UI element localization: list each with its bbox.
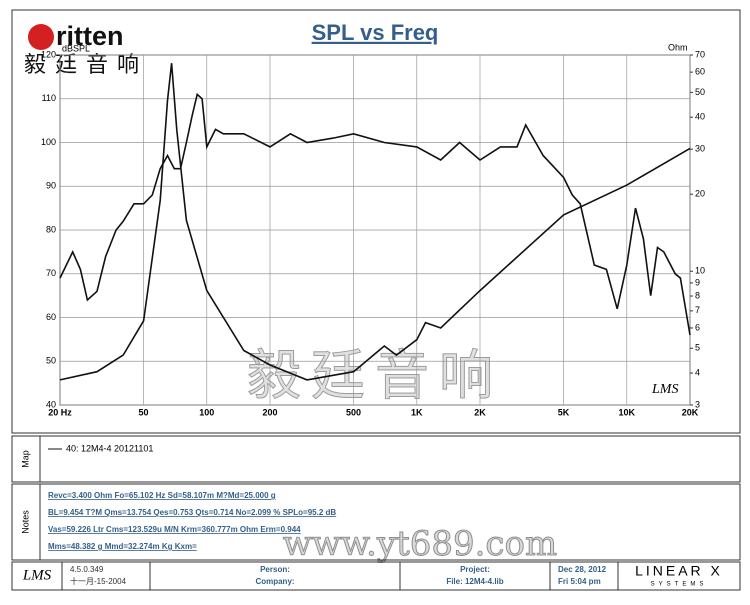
x-tick-label: 100 bbox=[199, 407, 214, 417]
series-line bbox=[59, 92, 691, 336]
brand-sub: SYSTEMS bbox=[651, 582, 708, 588]
y2-tick-label: 50 bbox=[695, 87, 705, 97]
x-tick-label: 2K bbox=[474, 407, 486, 417]
y2-tick-label: 9 bbox=[695, 277, 700, 287]
y2-axis-label: Ohm bbox=[668, 42, 688, 52]
chart-title: SPL vs Freq bbox=[312, 20, 439, 45]
map-frame bbox=[11, 435, 741, 483]
date: Dec 28, 2012 bbox=[558, 565, 607, 574]
y2-tick-label: 30 bbox=[695, 144, 705, 154]
version: 4.5.0.349 bbox=[70, 565, 104, 574]
x-tick-label: 20K bbox=[682, 407, 699, 417]
footer-logo: LMS bbox=[22, 567, 52, 583]
chart-frame bbox=[11, 9, 741, 434]
logo-mark bbox=[28, 24, 54, 50]
person: Person: bbox=[260, 565, 290, 574]
series-line bbox=[59, 63, 691, 381]
y2-tick-label: 8 bbox=[695, 290, 700, 300]
note-line: Revc=3.400 Ohm Fo=65.102 Hz Sd=58.107m M… bbox=[48, 491, 276, 500]
x-tick-label: 5K bbox=[558, 407, 570, 417]
y2-tick-label: 70 bbox=[695, 49, 705, 59]
watermark-cn: 毅廷音响 bbox=[247, 344, 503, 407]
y-tick-label: 50 bbox=[46, 356, 56, 366]
file: File: 12M4-4.lib bbox=[446, 577, 503, 586]
y-tick-label: 70 bbox=[46, 268, 56, 278]
company: Company: bbox=[255, 577, 294, 586]
y-tick-label: 80 bbox=[46, 224, 56, 234]
logo-cn: 毅廷音响 bbox=[24, 53, 148, 78]
brand: LINEAR X bbox=[635, 563, 723, 579]
y2-tick-label: 10 bbox=[695, 266, 705, 276]
build-date: 十一月-15-2004 bbox=[70, 576, 127, 586]
x-tick-label: 10K bbox=[619, 407, 636, 417]
logo: ritten bbox=[56, 21, 124, 51]
x-tick-label: 500 bbox=[346, 407, 361, 417]
map-label: Map bbox=[20, 450, 30, 468]
y-tick-label: 60 bbox=[46, 312, 56, 322]
note-line: Vas=59.226 Ltr Cms=123.529u M/N Krm=360.… bbox=[48, 525, 301, 534]
y2-tick-label: 60 bbox=[695, 67, 705, 77]
x-tick-label: 50 bbox=[139, 407, 149, 417]
legend-entry: 40: 12M4-4 20121101 bbox=[66, 443, 153, 453]
x-tick-label: 200 bbox=[262, 407, 277, 417]
y-tick-label: 40 bbox=[46, 399, 56, 409]
y2-tick-label: 5 bbox=[695, 343, 700, 353]
note-line: BL=9.454 T?M Qms=13.754 Qes=0.753 Qts=0.… bbox=[48, 508, 336, 517]
y2-tick-label: 4 bbox=[695, 367, 700, 377]
y2-tick-label: 7 bbox=[695, 305, 700, 315]
watermark-url: www.yt689.com bbox=[283, 524, 557, 564]
y-tick-label: 100 bbox=[41, 137, 56, 147]
notes: Revc=3.400 Ohm Fo=65.102 Hz Sd=58.107m M… bbox=[48, 491, 336, 551]
footer-frame bbox=[11, 561, 741, 591]
project: Project: bbox=[460, 565, 490, 574]
y2-tick-label: 40 bbox=[695, 112, 705, 122]
time: Fri 5:04 pm bbox=[558, 577, 601, 586]
y-axis-label: dBSPL bbox=[62, 43, 90, 53]
y2-tick-label: 6 bbox=[695, 322, 700, 332]
y-tick-label: 110 bbox=[42, 93, 56, 103]
notes-frame bbox=[11, 483, 741, 561]
footer-dividers bbox=[61, 562, 619, 590]
grid bbox=[59, 54, 691, 406]
y-tick-label: 120 bbox=[41, 49, 56, 59]
x-tick-label: 1K bbox=[411, 407, 423, 417]
y2-tick-label: 3 bbox=[695, 399, 700, 409]
y2-tick-label: 20 bbox=[695, 189, 705, 199]
stamp: LMS bbox=[651, 382, 678, 397]
notes-label: Notes bbox=[20, 510, 30, 534]
y-tick-label: 90 bbox=[46, 181, 56, 191]
x-tick-label: 20 Hz bbox=[48, 407, 72, 417]
note-line: Mms=48.382 g Mmd=32.274m Kg Kxm= bbox=[48, 542, 197, 551]
